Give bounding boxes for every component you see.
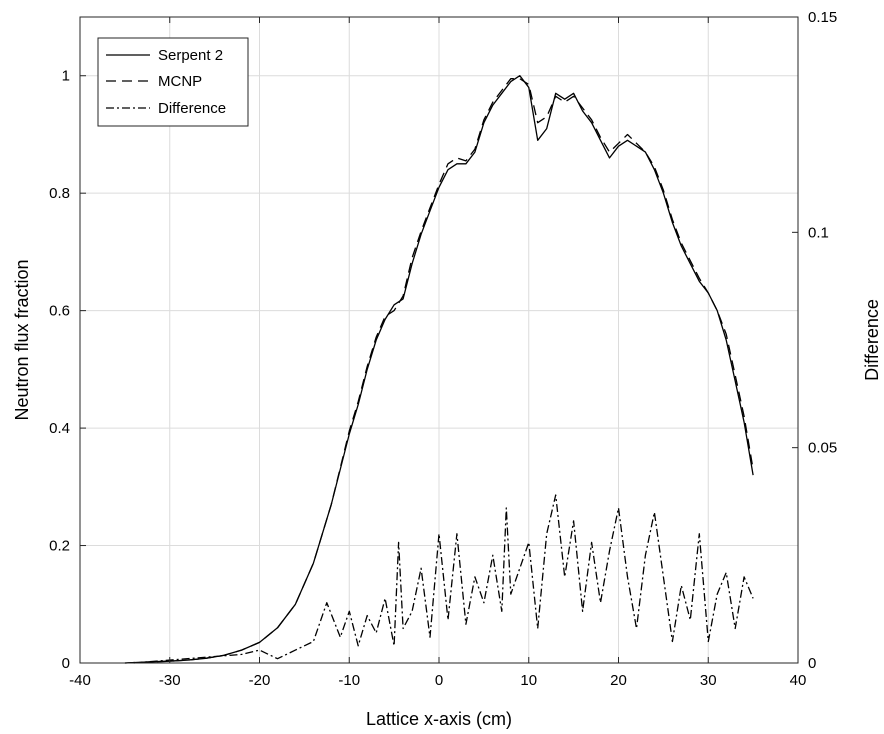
ticks — [79, 16, 799, 664]
x-tick-label: -20 — [249, 672, 271, 689]
x-tick-label: 40 — [790, 672, 807, 689]
y-left-tick-label: 0.4 — [49, 420, 70, 437]
x-tick-label: -30 — [159, 672, 181, 689]
y-right-tick-label: 0 — [808, 655, 816, 672]
y-right-tick-label: 0.05 — [808, 440, 837, 457]
series-layer — [124, 75, 754, 664]
y-axis-left-title: Neutron flux fraction — [12, 259, 32, 420]
x-axis-title: Lattice x-axis (cm) — [366, 709, 512, 729]
x-tick-label: -10 — [338, 672, 360, 689]
y-left-tick-label: 0.6 — [49, 303, 70, 320]
y-right-tick-label: 0.15 — [808, 9, 837, 26]
x-tick-label: -40 — [69, 672, 91, 689]
legend-label-mcnp: MCNP — [158, 73, 202, 90]
x-tick-label: 10 — [520, 672, 537, 689]
y-left-tick-label: 0.8 — [49, 185, 70, 202]
y-left-tick-label: 0 — [62, 655, 70, 672]
series-line-difference — [133, 494, 754, 664]
legend-label-serpent: Serpent 2 — [158, 47, 223, 64]
legend-box — [97, 37, 249, 127]
y-axis-right-title: Difference — [862, 299, 882, 381]
y-right-tick-label: 0.1 — [808, 224, 829, 241]
x-tick-label: 0 — [435, 672, 443, 689]
legend-label-difference: Difference — [158, 100, 226, 117]
x-tick-label: 20 — [610, 672, 627, 689]
tick-labels: -40 -30 -20 -10 0 10 20 30 4000.20.40.60.8100.05… — [49, 9, 837, 689]
x-tick-label: 30 — [700, 672, 717, 689]
y-left-tick-label: 1 — [62, 68, 70, 85]
series-line-mcnp — [124, 78, 754, 664]
legend: Serpent 2 MCNP Difference — [97, 37, 249, 127]
y-left-tick-label: 0.2 — [49, 538, 70, 555]
